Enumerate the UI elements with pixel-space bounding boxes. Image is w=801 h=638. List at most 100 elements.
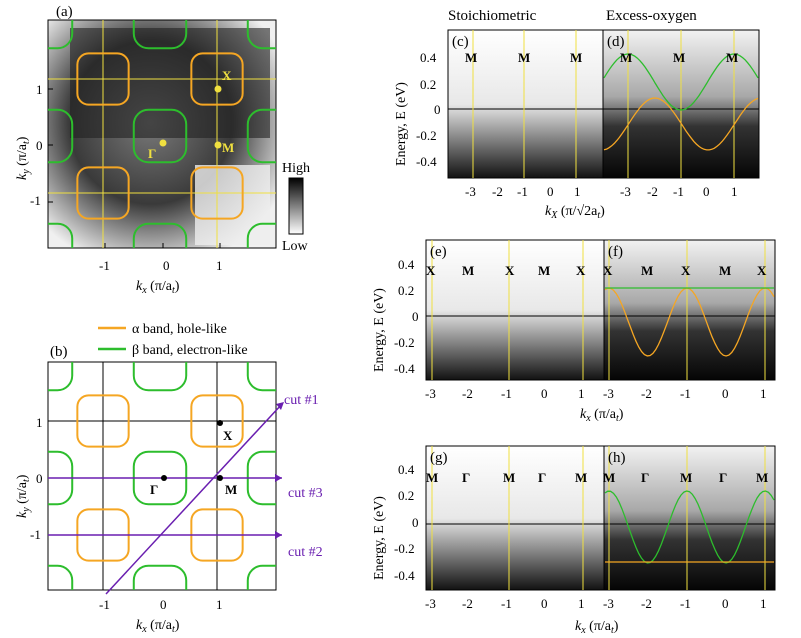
tick-cd-x-4: 1 — [574, 184, 581, 199]
panel-g-image — [426, 446, 604, 590]
label-M-a: M — [222, 140, 234, 155]
panel-label-g: (g) — [430, 450, 448, 466]
tick-cd-x-2: -1 — [517, 184, 528, 199]
label-G-b: Γ — [150, 482, 158, 497]
cut-1-label: cut #1 — [284, 393, 319, 408]
tick-a-x-1: 0 — [163, 258, 170, 273]
ef-f-sym-4: X — [757, 263, 767, 278]
axis-cd-y: Energy, E (eV) — [394, 82, 409, 166]
header-stoichiometric: Stoichiometric — [448, 8, 537, 24]
ef-f-sym-3: M — [719, 263, 731, 278]
axis-gh-y: Energy, E (eV) — [372, 496, 387, 580]
tick-ef-x-1: -2 — [462, 386, 473, 401]
label-M-b: M — [225, 482, 237, 497]
axis-cd-x: kX (π/√2at) — [545, 204, 605, 221]
gh-h-sym-1: Γ — [641, 470, 649, 485]
tick-b-x-1: 0 — [160, 597, 167, 612]
ef-e-sym-0: X — [426, 263, 436, 278]
cut-3-label: cut #3 — [288, 486, 323, 501]
gh-g-sym-2: M — [503, 470, 515, 485]
point-X-b — [217, 420, 223, 426]
tick-gh-x-0: -3 — [425, 596, 436, 611]
ef-f-sym-0: X — [603, 263, 613, 278]
header-excess-oxygen: Excess-oxygen — [606, 8, 697, 24]
tick-cd-y-4: -0.4 — [416, 154, 437, 169]
tick-cd-x-1: -2 — [492, 184, 503, 199]
gh-h-sym-0: M — [603, 470, 615, 485]
ef-e-sym-3: M — [538, 263, 550, 278]
tick-gh-y-0: 0.4 — [398, 462, 415, 477]
gh-h-sym-3: Γ — [719, 470, 727, 485]
point-G-b — [161, 475, 167, 481]
colorbar-low: Low — [282, 239, 309, 254]
tick-gh-x-9: 1 — [760, 596, 767, 611]
label-X-a: X — [222, 68, 232, 83]
panel-label-a: (a) — [56, 4, 73, 20]
panel-label-h: (h) — [608, 450, 626, 466]
cd-d-sym-2: M — [726, 50, 738, 65]
tick-ef-x-4: 1 — [578, 386, 585, 401]
tick-cd-y-2: 0 — [434, 102, 441, 117]
tick-cd-x-5: -3 — [620, 184, 631, 199]
tick-a-y-2: -1 — [30, 193, 41, 208]
cut-3-arrow — [275, 474, 282, 482]
tick-gh-x-7: -1 — [680, 596, 691, 611]
tick-a-y-0: 1 — [36, 82, 43, 97]
tick-ef-x-9: 1 — [760, 386, 767, 401]
tick-gh-x-5: -3 — [603, 596, 614, 611]
tick-a-y-1: 0 — [36, 138, 43, 153]
tick-ef-x-2: -1 — [501, 386, 512, 401]
tick-cd-y-0: 0.4 — [420, 50, 437, 65]
ef-e-sym-4: X — [576, 263, 586, 278]
panels-cd: (c) (d) M M M M M M 0.4 0.2 0 -0.2 -0.4 … — [394, 30, 759, 221]
gh-g-sym-4: M — [575, 470, 587, 485]
tick-gh-x-8: 0 — [722, 596, 729, 611]
gh-h-sym-2: M — [680, 470, 692, 485]
cut-2-arrow — [275, 531, 282, 539]
tick-ef-y-0: 0.4 — [398, 257, 415, 272]
cd-c-sym-2: M — [570, 50, 582, 65]
panel-h-image — [604, 446, 775, 590]
tick-ef-x-6: -2 — [641, 386, 652, 401]
axis-b-y: ky (π/at) — [15, 474, 32, 518]
tick-a-x-0: -1 — [99, 258, 110, 273]
axis-a-y: ky (π/at) — [15, 136, 32, 180]
tick-gh-x-1: -2 — [462, 596, 473, 611]
gh-g-sym-0: M — [426, 470, 438, 485]
tick-gh-y-3: -0.2 — [394, 541, 415, 556]
colorbar — [289, 178, 303, 234]
tick-b-y-2: -1 — [30, 527, 41, 542]
panel-label-f: (f) — [608, 244, 623, 260]
cut-2-label: cut #2 — [288, 545, 323, 560]
tick-gh-x-2: -1 — [501, 596, 512, 611]
tick-ef-x-0: -3 — [425, 386, 436, 401]
cd-d-sym-1: M — [673, 50, 685, 65]
point-M-a — [215, 142, 222, 149]
colorbar-high: High — [282, 161, 310, 176]
cd-d-sym-0: M — [620, 50, 632, 65]
cd-c-sym-0: M — [465, 50, 477, 65]
tick-cd-x-8: 0 — [703, 184, 710, 199]
ef-e-sym-2: X — [505, 263, 515, 278]
tick-ef-x-7: -1 — [680, 386, 691, 401]
panels-gh: (g) (h) M Γ M Γ M M Γ M Γ M 0.4 0.2 0 -0… — [372, 446, 775, 636]
tick-gh-x-3: 0 — [541, 596, 548, 611]
tick-gh-y-1: 0.2 — [398, 488, 414, 503]
cd-c-sym-1: M — [518, 50, 530, 65]
label-G-a: Γ — [148, 146, 156, 161]
tick-b-y-0: 1 — [36, 415, 43, 430]
tick-gh-y-4: -0.4 — [394, 568, 415, 583]
gh-g-sym-3: Γ — [538, 470, 546, 485]
ef-f-sym-2: X — [681, 263, 691, 278]
tick-ef-y-2: 0 — [412, 309, 419, 324]
panel-label-c: (c) — [452, 34, 469, 50]
tick-b-y-1: 0 — [36, 471, 43, 486]
legend-beta-text: β band, electron-like — [132, 343, 248, 358]
ef-f-sym-1: M — [641, 263, 653, 278]
panels-ef: (e) (f) X M X M X X M X M X 0.4 0.2 0 -0… — [372, 240, 775, 424]
tick-b-x-2: 1 — [216, 597, 223, 612]
fs-light-region — [195, 165, 270, 245]
gh-g-sym-1: Γ — [462, 470, 470, 485]
panel-a: (a) X M Γ -1 0 1 1 0 -1 kx (π/at) ky (π/… — [15, 0, 310, 296]
gh-h-sym-4: M — [756, 470, 768, 485]
